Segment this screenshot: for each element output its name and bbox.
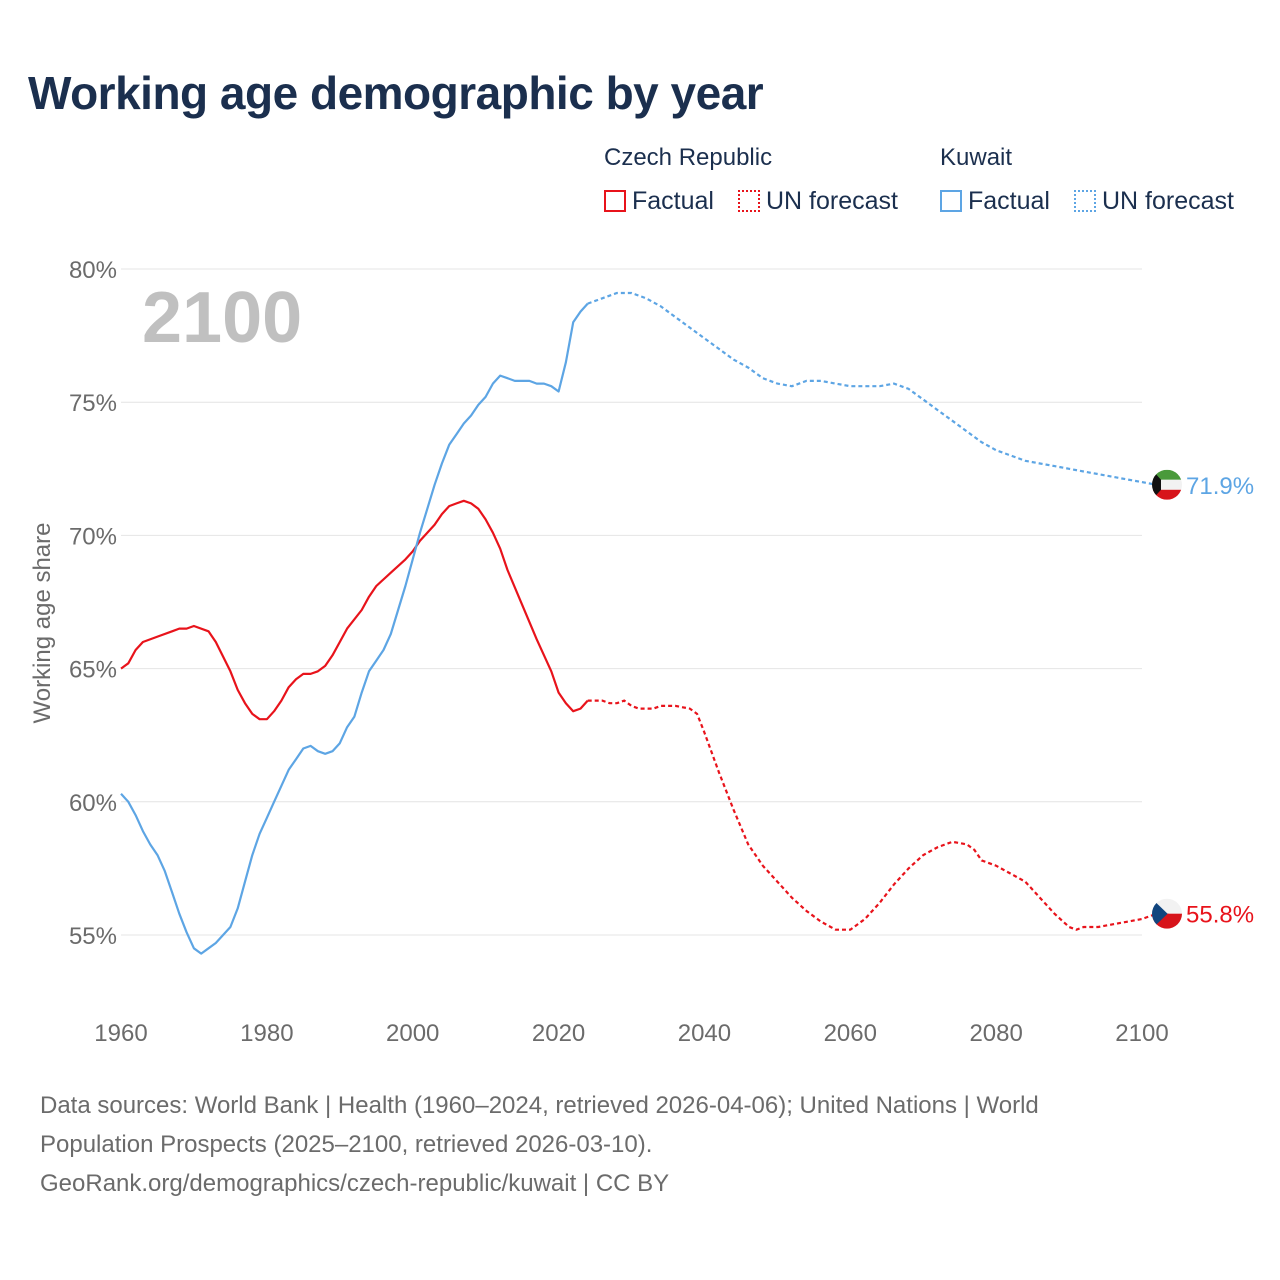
legend-kuwait-factual[interactable]: Factual [940,186,1050,216]
x-tick-label: 2040 [678,1020,731,1047]
y-tick-label: 80% [69,257,117,284]
series-line-czech-forecast[interactable] [587,699,1172,931]
series-line-czech-factual[interactable] [120,499,589,721]
czech-flag-icon [1152,898,1182,929]
x-tick-label: 1960 [94,1020,147,1047]
series-line-kuwait-factual[interactable] [120,302,589,955]
y-axis-ticks: 55% 60% 65% 70% 75% 80% [69,257,117,950]
y-tick-label: 75% [69,390,117,417]
source-line-1: Data sources: World Bank | Health (1960–… [40,1092,1039,1119]
line-chart: 55% 60% 65% 70% 75% 80% 1960 1980 2000 2020 2040 2… [29,257,1254,1047]
source-line-2: Population Prospects (2025–2100, retriev… [40,1131,653,1158]
y-axis-label: Working age share [29,523,56,724]
source-link[interactable]: GeoRank.org/demographics/czech-republic/… [40,1170,670,1197]
legend-czech-forecast[interactable]: UN forecast [738,186,898,216]
x-tick-label: 2000 [386,1020,439,1047]
legend-czech-factual-swatch [604,190,626,212]
chart-title: Working age demographic by year [28,67,764,119]
x-tick-label: 1980 [240,1020,293,1047]
x-tick-label: 2080 [969,1020,1022,1047]
legend-kuwait-forecast[interactable]: UN forecast [1074,186,1234,216]
legend-kuwait-factual-swatch [940,190,962,212]
end-value-label-kuwait: 71.9% [1186,473,1254,500]
legend-czech-factual-label: Factual [632,186,714,215]
kuwait-flag-icon [1152,469,1182,500]
grid-lines [121,268,1142,936]
year-watermark: 2100 [142,278,302,358]
x-tick-label: 2020 [532,1020,585,1047]
legend-kuwait-factual-label: Factual [968,186,1050,215]
end-marker-czech: 55.8% [1152,898,1254,929]
legend-kuwait-forecast-swatch [1074,190,1096,212]
x-tick-label: 2060 [824,1020,877,1047]
data-source-note: Data sources: World Bank | Health (1960–… [40,1086,1220,1203]
series-line-kuwait-forecast[interactable] [587,291,1172,486]
x-tick-label: 2100 [1115,1020,1168,1047]
series-end-markers: 55.8% 71.9% [1152,469,1254,929]
y-tick-label: 60% [69,790,117,817]
legend-group-kuwait: Kuwait [940,144,1013,171]
y-tick-label: 55% [69,923,117,950]
legend-czech-forecast-label: UN forecast [766,186,898,215]
legend-group-czech: Czech Republic [604,144,773,171]
end-value-label-czech: 55.8% [1186,902,1254,929]
y-tick-label: 65% [69,657,117,684]
series-lines [120,291,1172,955]
x-axis-ticks: 1960 1980 2000 2020 2040 2060 2080 2100 [94,1020,1168,1047]
y-tick-label: 70% [69,523,117,550]
legend-czech-factual[interactable]: Factual [604,186,714,216]
legend-kuwait-forecast-label: UN forecast [1102,186,1234,215]
legend-czech-forecast-swatch [738,190,760,212]
end-marker-kuwait: 71.9% [1152,469,1254,500]
